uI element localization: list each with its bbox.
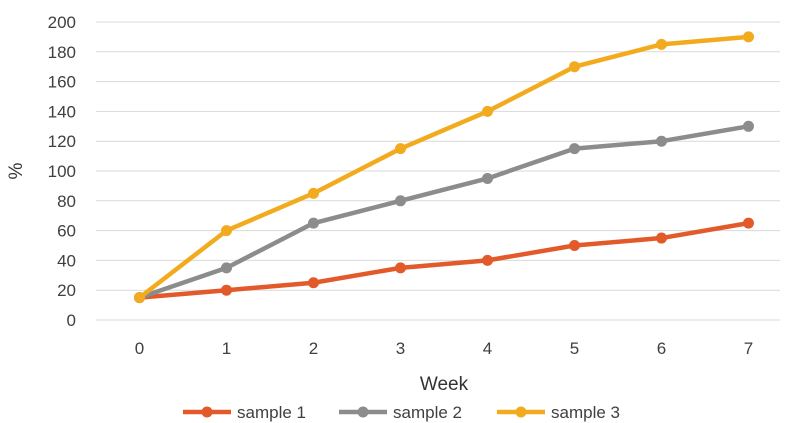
data-point — [395, 143, 406, 155]
y-tick-label: 0 — [67, 311, 76, 330]
data-point — [656, 135, 667, 147]
series-3 — [134, 31, 754, 304]
data-point — [134, 292, 145, 304]
data-point — [308, 217, 319, 229]
legend-swatch-marker — [201, 406, 213, 418]
y-tick-label: 100 — [48, 162, 76, 181]
data-point — [656, 38, 667, 50]
legend: sample 1 sample 2 sample 3 — [183, 403, 620, 422]
legend-label: sample 2 — [393, 403, 462, 422]
x-tick-label: 7 — [744, 339, 753, 358]
y-tick-label: 180 — [48, 43, 76, 62]
data-point — [221, 225, 232, 237]
y-tick-label: 160 — [48, 73, 76, 92]
x-tick-label: 0 — [135, 339, 144, 358]
data-point — [221, 262, 232, 274]
series-line — [137, 34, 751, 300]
y-tick-label: 20 — [57, 281, 76, 300]
data-point — [743, 120, 754, 132]
legend-label: sample 1 — [237, 403, 306, 422]
data-point — [482, 105, 493, 117]
data-point — [569, 61, 580, 73]
data-point — [743, 31, 754, 43]
legend-swatch-marker — [357, 406, 369, 418]
data-point — [395, 195, 406, 207]
data-point — [482, 254, 493, 266]
data-point — [395, 262, 406, 274]
x-tick-label: 5 — [570, 339, 579, 358]
data-point — [221, 284, 232, 296]
y-tick-label: 80 — [57, 192, 76, 211]
data-point — [482, 172, 493, 184]
legend-item: sample 3 — [497, 403, 620, 422]
series-line — [137, 220, 751, 300]
x-tick-label: 1 — [222, 339, 231, 358]
data-point — [656, 232, 667, 244]
x-axis-title: Week — [420, 374, 469, 395]
data-point — [569, 143, 580, 155]
x-tick-label: 3 — [396, 339, 405, 358]
series-2 — [134, 120, 754, 304]
data-point — [308, 187, 319, 199]
legend-item: sample 2 — [339, 403, 462, 422]
y-tick-label: 120 — [48, 132, 76, 151]
x-axis-ticks: 0 1 2 3 4 5 6 7 — [135, 339, 753, 358]
x-tick-label: 2 — [309, 339, 318, 358]
y-axis-ticks: 0 20 40 60 80 100 120 140 160 180 200 — [48, 13, 76, 330]
y-tick-label: 60 — [57, 222, 76, 241]
x-tick-label: 6 — [657, 339, 666, 358]
y-tick-label: 40 — [57, 251, 76, 270]
series-line — [137, 124, 751, 300]
series-lines — [134, 31, 754, 304]
data-point — [743, 217, 754, 229]
y-axis-title: % — [6, 162, 27, 179]
y-tick-label: 200 — [48, 13, 76, 32]
y-tick-label: 140 — [48, 102, 76, 121]
x-tick-label: 4 — [483, 339, 492, 358]
data-point — [308, 277, 319, 289]
data-point — [569, 240, 580, 251]
legend-item: sample 1 — [183, 403, 306, 422]
legend-label: sample 3 — [551, 403, 620, 422]
legend-swatch-marker — [515, 406, 527, 418]
